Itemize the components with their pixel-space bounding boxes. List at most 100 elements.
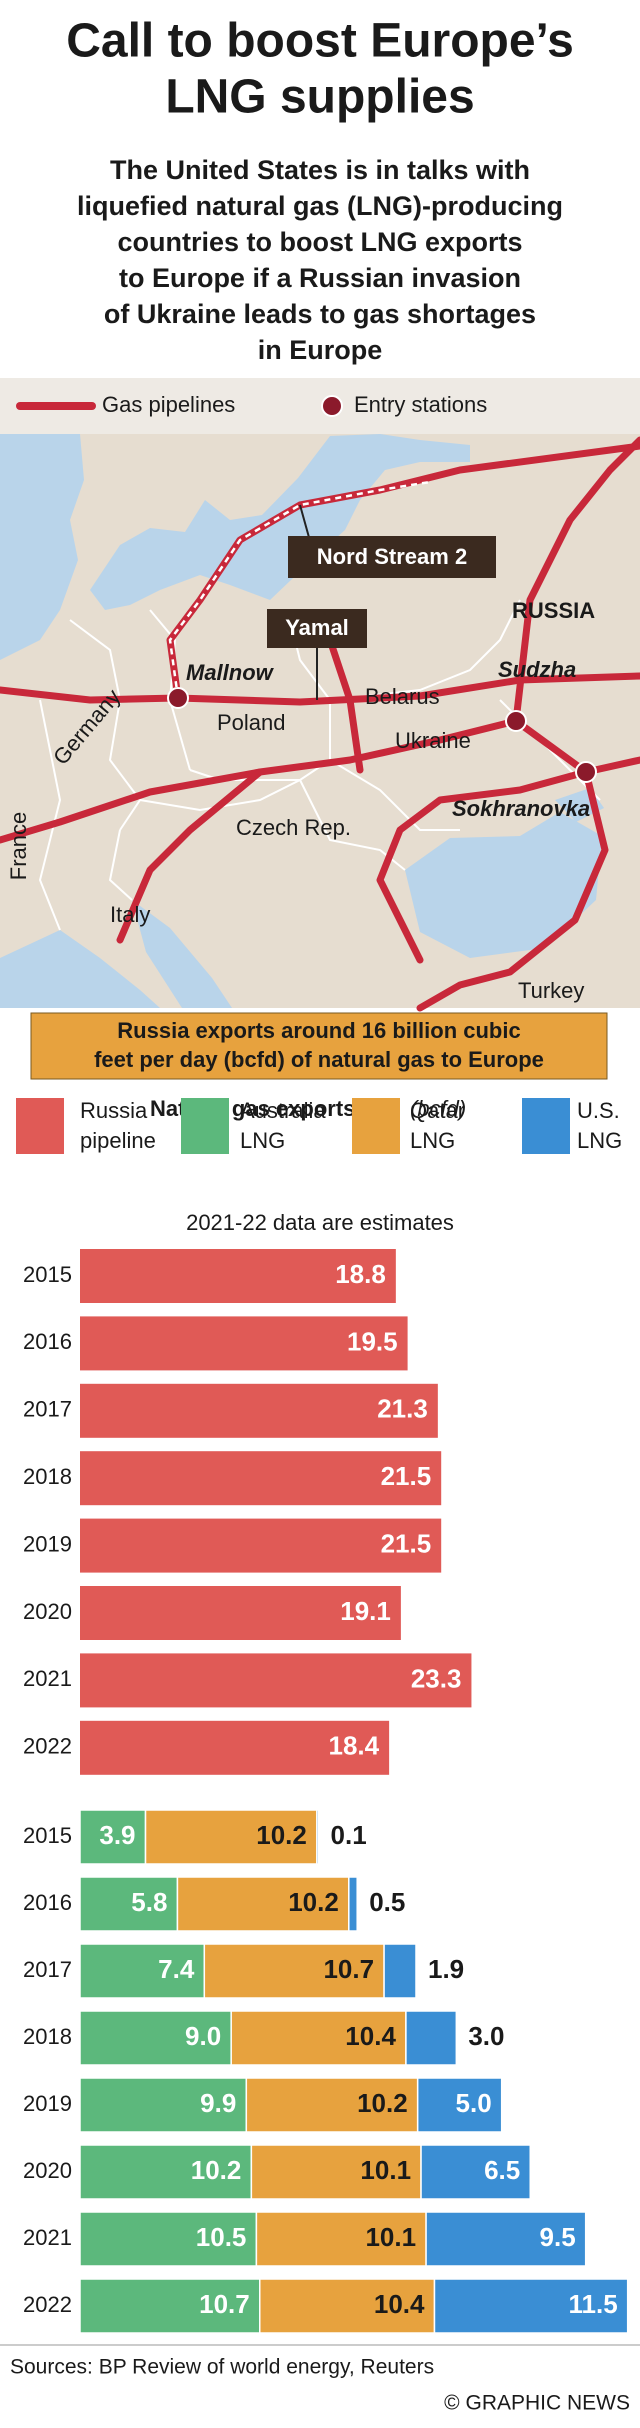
- bar-segment: [383, 1943, 417, 1999]
- bar: [80, 1383, 438, 1438]
- value-label: 10.5: [196, 2222, 247, 2252]
- station-label: Mallnow: [186, 660, 275, 685]
- sources: Sources: BP Review of world energy, Reut…: [10, 2356, 434, 2379]
- sea: [0, 930, 160, 1008]
- value-label: 0.5: [369, 1887, 405, 1917]
- value-label: 0.1: [331, 1820, 367, 1850]
- value-label: 10.7: [323, 1954, 374, 1984]
- bar: [80, 1451, 442, 1506]
- legend-label: Qatar LNG: [410, 1098, 466, 1153]
- bar-segment: [348, 1876, 358, 1932]
- title-line: Call to boost Europe’s: [66, 15, 574, 68]
- sea: [132, 900, 232, 1008]
- value-label: 9.5: [540, 2222, 576, 2252]
- entry-station: [575, 761, 597, 783]
- country-label: France: [6, 812, 31, 880]
- pipeline-label: Nord Stream 2: [317, 544, 467, 569]
- y-tick-label: 2022: [23, 1734, 72, 1759]
- label-box: [267, 609, 367, 648]
- value-label: 7.4: [158, 1954, 195, 1984]
- y-tick-label: 2016: [23, 1329, 72, 1354]
- y-tick-label: 2018: [23, 1464, 72, 1489]
- callout-line: Russia exports around 16 billion cubic: [117, 1018, 520, 1043]
- subtitle-line: The United States is in talks with: [110, 155, 530, 185]
- station-label: Sokhranovka: [452, 796, 590, 821]
- credit: © GRAPHIC NEWS: [444, 2392, 630, 2415]
- bar-segment: [245, 2077, 419, 2133]
- bar: [80, 1249, 396, 1303]
- land: [150, 434, 220, 520]
- station-label: Sudzha: [498, 657, 576, 682]
- bar-segment: [405, 2010, 458, 2066]
- bar-segment: [144, 1809, 318, 1865]
- y-tick-label: 2017: [23, 1397, 72, 1422]
- bar-segment: [433, 2278, 629, 2334]
- y-tick-label: 2018: [23, 2024, 72, 2049]
- map-legend-bg: [0, 378, 640, 434]
- value-label: 10.2: [288, 1887, 339, 1917]
- bar-segment: [259, 2278, 436, 2334]
- y-tick-label: 2021: [23, 1666, 72, 1691]
- callout-box: [30, 1012, 608, 1080]
- bar-segment: [203, 1943, 385, 1999]
- legend-label: Gas pipelines: [102, 392, 235, 417]
- value-label: 18.4: [329, 1731, 380, 1761]
- subtitle-line: countries to boost LNG exports: [117, 227, 522, 257]
- value-label: 23.3: [411, 1663, 462, 1693]
- y-tick-label: 2019: [23, 1531, 72, 1556]
- value-label: 6.5: [484, 2155, 520, 2185]
- value-label: 10.4: [345, 2021, 396, 2051]
- value-label: 3.9: [99, 1820, 135, 1850]
- bar: [80, 1518, 442, 1573]
- value-label: 21.5: [381, 1461, 432, 1491]
- pipelines: [0, 436, 640, 1012]
- sea: [90, 434, 470, 610]
- country-label: Belarus: [365, 684, 440, 709]
- legend-swatch: [16, 1098, 64, 1154]
- value-label: 10.7: [199, 2289, 250, 2319]
- value-label: 5.8: [131, 1887, 167, 1917]
- value-label: 3.0: [468, 2021, 504, 2051]
- y-tick-label: 2016: [23, 1890, 72, 1915]
- legend-swatch: [181, 1098, 229, 1154]
- bar-segment: [316, 1809, 320, 1865]
- value-label: 10.1: [365, 2222, 416, 2252]
- value-label: 9.9: [200, 2088, 236, 2118]
- country-label: Czech Rep.: [236, 815, 351, 840]
- legend-label: Australia LNG: [240, 1098, 326, 1153]
- country-label: Turkey: [518, 978, 584, 1003]
- callout-line: feet per day (bcfd) of natural gas to Eu…: [94, 1047, 544, 1072]
- legend-swatch: [522, 1098, 570, 1154]
- value-label: 19.5: [347, 1326, 398, 1356]
- bar-segment: [79, 2211, 258, 2267]
- y-tick-label: 2015: [23, 1262, 72, 1287]
- y-tick-label: 2019: [23, 2091, 72, 2116]
- value-label: 21.3: [377, 1394, 428, 1424]
- subtitle-line: in Europe: [258, 335, 383, 365]
- value-label: 5.0: [456, 2088, 492, 2118]
- entry-station: [505, 710, 527, 732]
- bar-segment: [79, 1943, 206, 1999]
- value-label: 10.2: [191, 2155, 242, 2185]
- bar-segment: [425, 2211, 587, 2267]
- title-line: LNG supplies: [165, 71, 474, 124]
- chart-note: 2021-22 data are estimates: [186, 1210, 454, 1235]
- y-tick-label: 2021: [23, 2225, 72, 2250]
- bar: [80, 1316, 408, 1371]
- legend-label: U.S. LNG: [577, 1098, 623, 1153]
- bar: [80, 1720, 390, 1775]
- y-tick-label: 2017: [23, 1957, 72, 1982]
- value-label: 9.0: [185, 2021, 221, 2051]
- map: Nord Stream 2 Yamal Mallnow Sudzha Sokhr…: [0, 434, 640, 1012]
- legend-label: Russia pipeline: [80, 1098, 156, 1153]
- entry-station: [167, 687, 189, 709]
- bar-segment: [250, 2144, 422, 2200]
- bar-segment: [176, 1876, 350, 1932]
- y-tick-label: 2022: [23, 2292, 72, 2317]
- bar-segment: [79, 1809, 147, 1865]
- nord-stream-dash: [168, 480, 431, 699]
- bar: [80, 1586, 401, 1640]
- bar-segment: [420, 2144, 531, 2200]
